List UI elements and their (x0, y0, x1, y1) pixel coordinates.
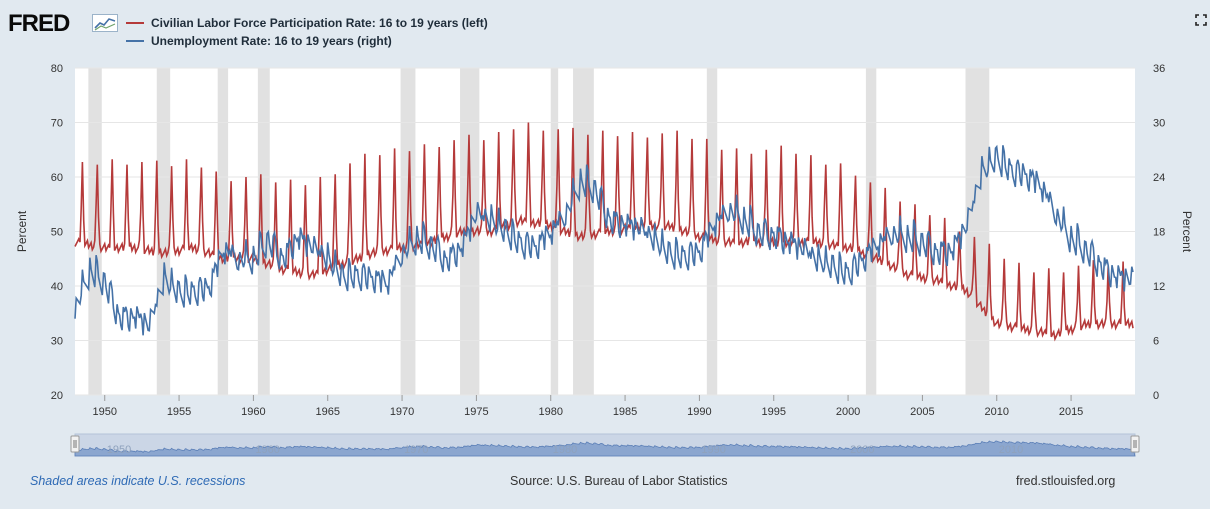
x-tick-label-1960: 1960 (241, 406, 265, 418)
legend-swatch-unemployment (126, 40, 144, 42)
legend-swatch-participation (126, 22, 144, 24)
navigator-label-1990: 1990 (701, 444, 725, 456)
x-tick-label-1970: 1970 (390, 406, 414, 418)
navigator-label-1970: 1970 (404, 444, 428, 456)
y-right-tick-label: 0 (1153, 390, 1159, 402)
y-right-tick-label: 24 (1153, 172, 1165, 184)
x-tick-label-1950: 1950 (92, 406, 116, 418)
y-left-tick-label: 20 (51, 390, 63, 402)
x-tick-label-1985: 1985 (613, 406, 637, 418)
fred-chart-icon (92, 14, 118, 32)
fred-line-chart: 1950 1955 1960 1965 1970 1975 1980 1985 1990 1995… (15, 63, 1194, 457)
x-tick-label-1965: 1965 (315, 406, 339, 418)
navigator-handle-right[interactable] (1130, 435, 1140, 453)
y-right-tick-label: 12 (1153, 281, 1165, 293)
x-tick-label-2015: 2015 (1059, 406, 1083, 418)
navigator-label-1960: 1960 (255, 444, 279, 456)
x-tick-label-1975: 1975 (464, 406, 488, 418)
y-left-tick-label: 50 (51, 227, 63, 239)
y-right-tick-label: 30 (1153, 118, 1165, 130)
navigator-handle-left[interactable] (70, 435, 80, 453)
y-left-tick-label: 30 (51, 336, 63, 348)
y-right-axis-label: Percent (1180, 211, 1194, 253)
range-navigator[interactable]: 1950 1960 1970 1980 1990 2000 2010 (70, 433, 1140, 457)
x-tick-label-1955: 1955 (167, 406, 191, 418)
navigator-area (74, 440, 1136, 457)
legend-item-unemployment[interactable]: Unemployment Rate: 16 to 19 years (right… (126, 32, 488, 50)
y-left-axis-label: Percent (15, 210, 29, 252)
y-right-tick-label: 6 (1153, 336, 1159, 348)
y-left-tick-label: 80 (51, 63, 63, 75)
legend-label-unemployment: Unemployment Rate: 16 to 19 years (right… (151, 34, 392, 48)
site-link[interactable]: fred.stlouisfed.org (1016, 474, 1116, 488)
y-left-tick-label: 40 (51, 281, 63, 293)
x-tick-label-2005: 2005 (910, 406, 934, 418)
legend-label-participation: Civilian Labor Force Participation Rate:… (151, 16, 488, 30)
legend-item-participation[interactable]: Civilian Labor Force Participation Rate:… (126, 14, 488, 32)
y-axis-left: 20 30 40 50 60 70 80 Percent (15, 63, 63, 402)
x-tick-label-1980: 1980 (538, 406, 562, 418)
x-tick-label-2010: 2010 (984, 406, 1008, 418)
series-line-unemployment (74, 144, 1134, 336)
x-tick-label-2000: 2000 (836, 406, 860, 418)
navigator-label-1950: 1950 (107, 444, 131, 456)
x-tick-label-1995: 1995 (761, 406, 785, 418)
navigator-label-2000: 2000 (850, 444, 874, 456)
expand-icon[interactable] (1195, 14, 1207, 26)
x-axis-ticks: 1950 1955 1960 1965 1970 1975 1980 1985 1990 1995… (92, 395, 1083, 418)
y-left-tick-label: 70 (51, 118, 63, 130)
x-tick-label-1990: 1990 (687, 406, 711, 418)
fred-logo-text: FRED (8, 10, 70, 37)
chart-series (74, 122, 1134, 342)
recession-note-link[interactable]: Shaded areas indicate U.S. recessions (30, 474, 246, 488)
navigator-label-2010: 2010 (999, 444, 1023, 456)
chart-legend: Civilian Labor Force Participation Rate:… (126, 14, 488, 50)
y-axis-right: 0 6 12 18 24 30 36 Percent (1153, 63, 1194, 402)
source-text: Source: U.S. Bureau of Labor Statistics (510, 474, 728, 488)
navigator-label-1980: 1980 (553, 444, 577, 456)
y-left-tick-label: 60 (51, 172, 63, 184)
y-right-tick-label: 18 (1153, 227, 1165, 239)
y-right-tick-label: 36 (1153, 63, 1165, 75)
